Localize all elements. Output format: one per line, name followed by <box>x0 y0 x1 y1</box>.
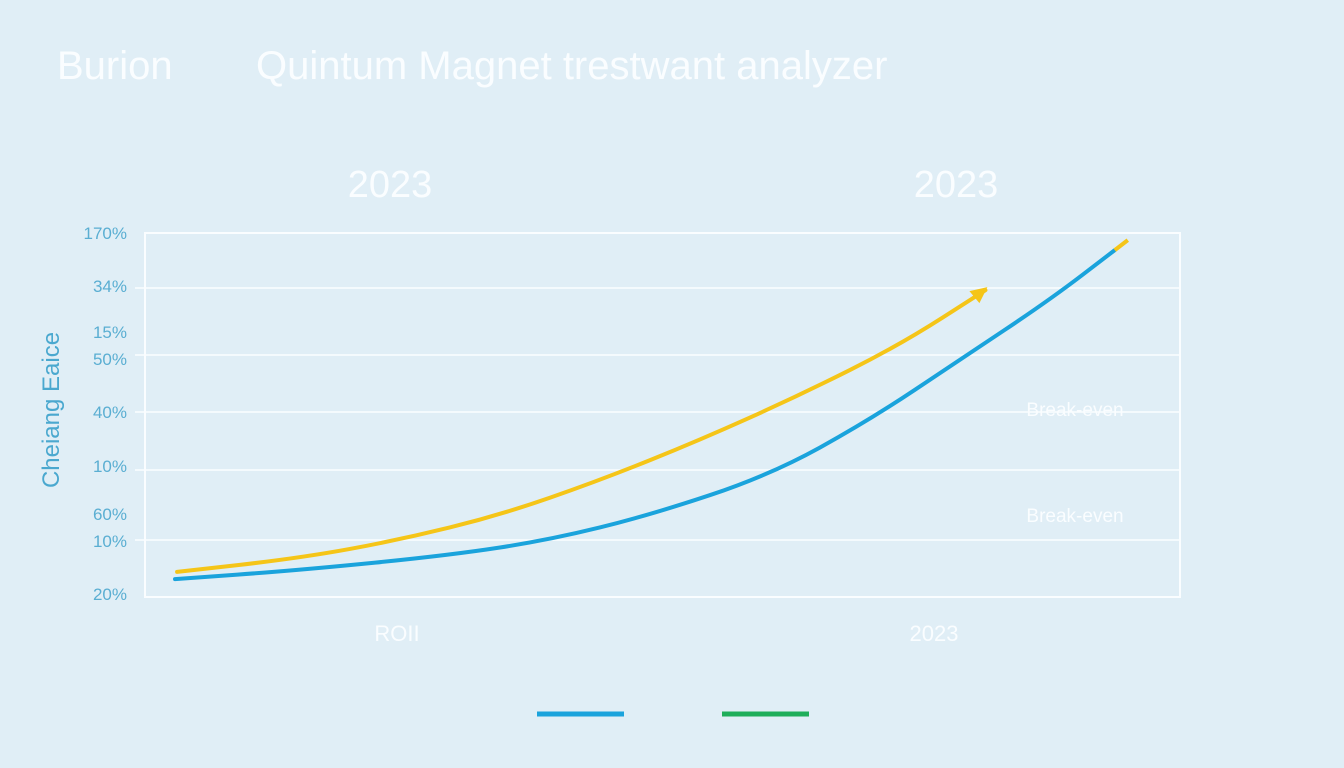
top-year-label-left: 2023 <box>347 164 433 206</box>
plot-frame <box>144 232 1181 598</box>
y-tick-label: 10% <box>92 532 127 551</box>
x-label-left: ROII <box>374 621 420 646</box>
top-year-label-right: 2023 <box>913 164 999 206</box>
series-line-blue <box>173 248 1117 582</box>
y-tick-label: 50% <box>92 350 127 369</box>
break-even-annotation: Break-even <box>1026 400 1124 421</box>
chart-title: Quintum Magnet trestwant analyzer <box>256 44 888 88</box>
brand-name: Burion <box>57 44 173 88</box>
y-tick-label: 40% <box>92 403 127 422</box>
y-tick-label: 15% <box>92 323 127 342</box>
y-tick-label: 170% <box>83 224 127 243</box>
y-tick-label: 10% <box>92 457 127 476</box>
arrowhead-icon <box>969 287 988 304</box>
y-tick-label: 60% <box>92 505 127 524</box>
break-even-annotation: Break-even <box>1026 506 1124 527</box>
series-tail-yellow <box>1113 238 1130 252</box>
y-tick-label: 34% <box>92 277 127 296</box>
x-label-right: 2023 <box>909 621 959 646</box>
y-tick-label: 20% <box>92 585 127 604</box>
series-line-yellow <box>175 288 988 574</box>
